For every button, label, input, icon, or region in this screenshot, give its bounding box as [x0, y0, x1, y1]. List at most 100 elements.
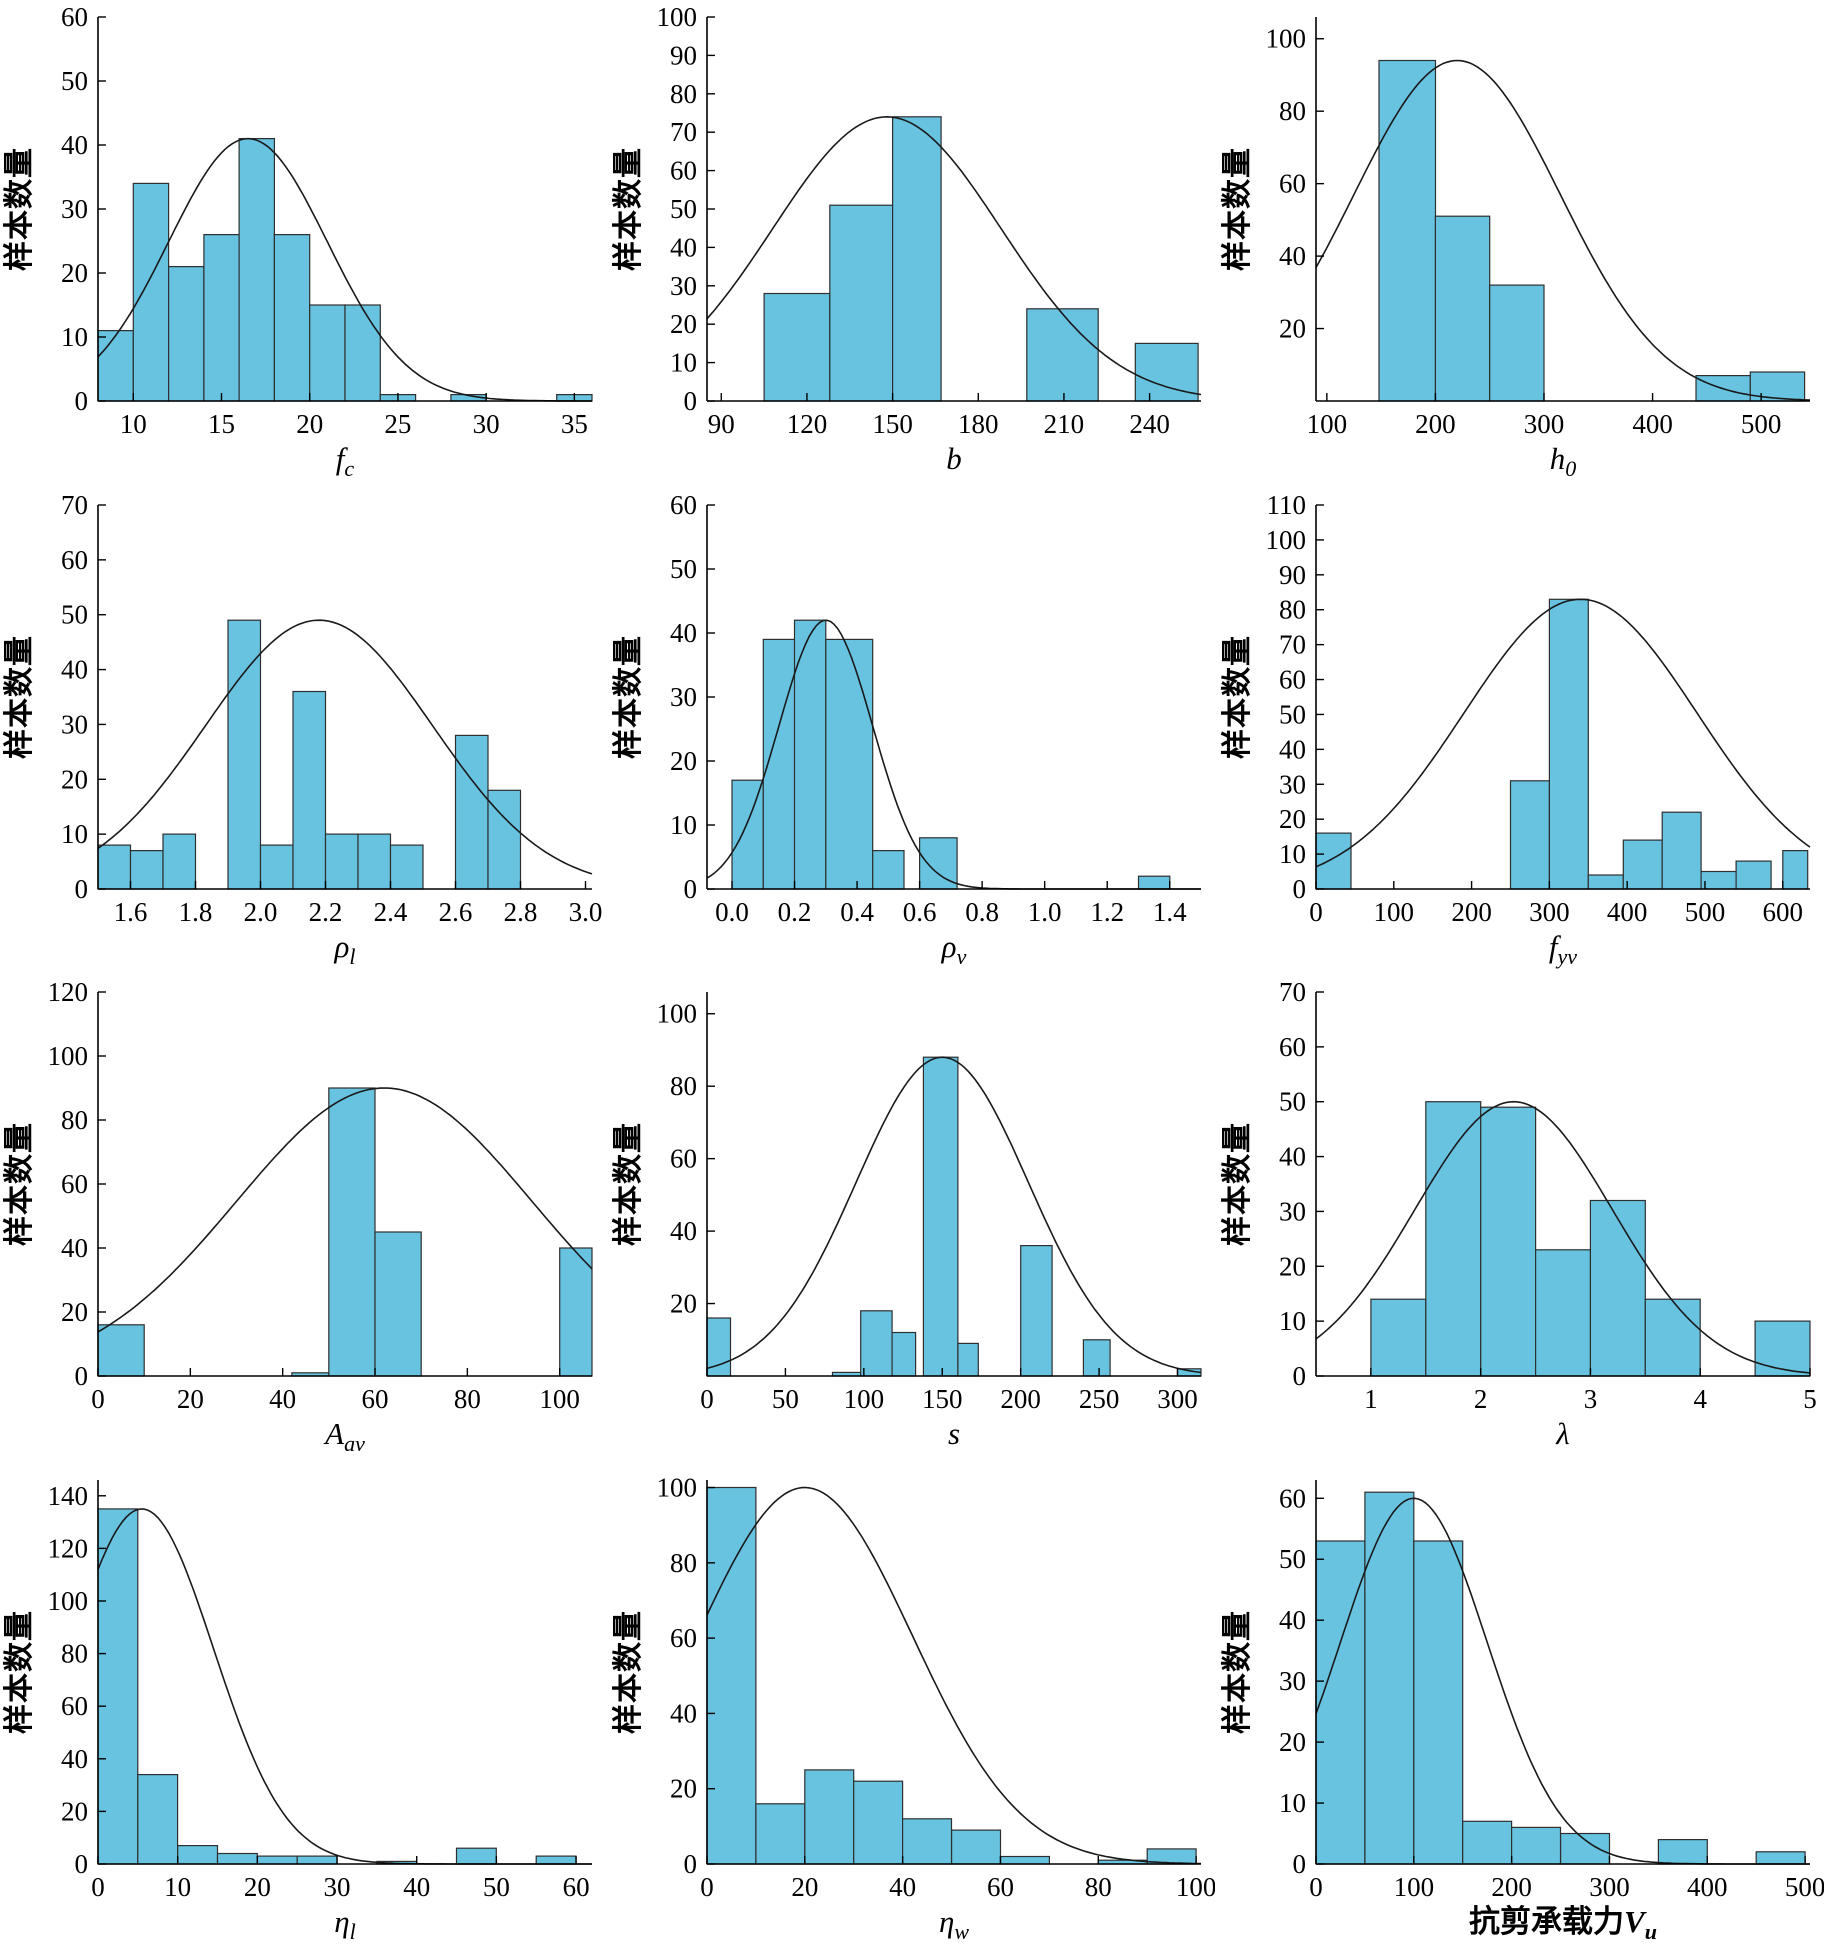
histogram-fyv: 0 100 200 300 400 500 600 0 10 20 30 40 50 60 70 80 90 10… — [1217, 488, 1826, 976]
svg-text:30: 30 — [1279, 1197, 1306, 1227]
svg-text:500: 500 — [1684, 897, 1725, 927]
chart-svg-rho-v: 0.0 0.2 0.4 0.6 0.8 1.0 1.2 1.4 0 10 20 30 40 50 60 样本数… — [612, 491, 1201, 969]
svg-text:120: 120 — [48, 1534, 89, 1564]
svg-text:10: 10 — [1279, 1307, 1306, 1337]
svg-text:60: 60 — [61, 544, 88, 574]
svg-text:500: 500 — [1785, 1872, 1824, 1902]
svg-text:200: 200 — [1415, 409, 1456, 439]
svg-text:400: 400 — [1607, 897, 1648, 927]
svg-text:0: 0 — [92, 1384, 106, 1414]
svg-text:20: 20 — [61, 764, 88, 794]
svg-text:70: 70 — [1279, 629, 1306, 659]
svg-text:80: 80 — [1085, 1872, 1112, 1902]
svg-text:50: 50 — [1279, 1544, 1306, 1574]
svg-text:20: 20 — [670, 746, 697, 776]
y-axis-title: 样本数量 — [612, 1610, 645, 1734]
svg-text:100: 100 — [656, 999, 697, 1029]
svg-text:0: 0 — [75, 1849, 89, 1879]
svg-text:200: 200 — [1451, 897, 1492, 927]
svg-text:1.2: 1.2 — [1090, 897, 1124, 927]
svg-text:60: 60 — [362, 1384, 389, 1414]
svg-text:40: 40 — [1279, 734, 1306, 764]
x-axis-title: b — [946, 441, 962, 476]
svg-text:300: 300 — [1523, 409, 1564, 439]
y-tick-labels: 20 40 60 80 100 — [656, 999, 715, 1319]
chart-svg-eta-l: 0 10 20 30 40 50 60 0 20 40 60 80 100 120 140 样本数量 ηl — [3, 1480, 593, 1944]
svg-text:100: 100 — [656, 3, 697, 32]
chart-svg-h0: 100 200 300 400 500 20 40 60 80 100 样本数量 h0 — [1221, 16, 1810, 481]
x-axis-title: fc — [336, 441, 355, 481]
y-tick-labels: 0 10 20 30 40 50 60 — [670, 491, 715, 904]
x-tick-labels: 100 200 300 400 500 — [1306, 392, 1781, 439]
y-axis-title: 样本数量 — [1221, 1610, 1254, 1734]
y-tick-labels: 0 10 20 30 40 50 60 70 — [61, 491, 107, 904]
svg-text:80: 80 — [670, 1072, 697, 1102]
histogram-bars — [97, 1508, 577, 1865]
svg-text:0: 0 — [75, 874, 89, 904]
svg-text:2: 2 — [1474, 1384, 1488, 1414]
svg-text:140: 140 — [48, 1481, 89, 1511]
svg-text:2.0: 2.0 — [244, 897, 278, 927]
svg-text:30: 30 — [1279, 769, 1306, 799]
svg-text:100: 100 — [48, 1041, 89, 1071]
svg-text:0: 0 — [1292, 1361, 1306, 1391]
y-tick-labels: 0 10 20 30 40 50 60 70 — [1279, 978, 1324, 1391]
x-tick-labels: 0 100 200 300 400 500 — [1309, 1856, 1824, 1902]
svg-text:40: 40 — [1279, 241, 1306, 271]
svg-text:40: 40 — [61, 1744, 88, 1774]
chart-svg-s: 0 50 100 150 200 250 300 20 40 60 80 100 样本数量 s — [612, 992, 1202, 1451]
y-tick-labels: 0 10 20 30 40 50 60 70 80 90 100 — [656, 3, 715, 416]
svg-text:60: 60 — [1279, 1483, 1306, 1513]
normal-fit-curve — [1314, 59, 1810, 401]
histogram-rho-v: 0.0 0.2 0.4 0.6 0.8 1.0 1.2 1.4 0 10 20 30 40 50 60 样本数… — [609, 488, 1218, 976]
y-axis-title: 样本数量 — [3, 635, 36, 759]
svg-text:10: 10 — [670, 810, 697, 840]
svg-text:30: 30 — [61, 194, 88, 224]
svg-text:50: 50 — [61, 66, 88, 96]
svg-text:50: 50 — [483, 1872, 510, 1902]
x-tick-labels: 0 50 100 150 200 250 300 — [700, 1368, 1198, 1414]
x-axis-title: Aav — [323, 1416, 365, 1456]
svg-text:20: 20 — [61, 258, 88, 288]
normal-fit-curve — [97, 1087, 593, 1333]
x-tick-labels: 10 15 20 25 30 35 — [120, 392, 588, 439]
svg-text:1.0: 1.0 — [1028, 897, 1062, 927]
svg-text:2.6: 2.6 — [439, 897, 473, 927]
svg-text:10: 10 — [165, 1872, 192, 1902]
svg-text:20: 20 — [1279, 1252, 1306, 1282]
histogram-bars — [706, 1487, 1197, 1865]
svg-text:30: 30 — [473, 409, 500, 439]
y-axis-title: 样本数量 — [612, 635, 645, 759]
svg-text:60: 60 — [670, 1623, 697, 1653]
svg-text:300: 300 — [1157, 1384, 1198, 1414]
svg-text:100: 100 — [540, 1384, 581, 1414]
svg-text:60: 60 — [987, 1872, 1014, 1902]
svg-text:40: 40 — [1279, 1605, 1306, 1635]
svg-text:20: 20 — [1279, 804, 1306, 834]
x-axis-title: ηl — [335, 1904, 357, 1944]
svg-text:0.8: 0.8 — [965, 897, 999, 927]
svg-text:0: 0 — [683, 874, 697, 904]
axes — [1314, 1480, 1810, 1865]
svg-text:200: 200 — [1491, 1872, 1532, 1902]
svg-text:90: 90 — [670, 40, 697, 70]
chart-svg-eta-w: 0 20 40 60 80 100 0 20 40 60 80 100 样本数量 ηw — [612, 1473, 1215, 1944]
y-axis-title: 样本数量 — [1221, 635, 1254, 759]
svg-text:2.8: 2.8 — [504, 897, 538, 927]
svg-text:100: 100 — [1306, 409, 1347, 439]
x-tick-labels: 1 2 3 4 5 — [1364, 1368, 1816, 1414]
svg-text:80: 80 — [670, 79, 697, 109]
svg-text:25: 25 — [385, 409, 412, 439]
svg-text:10: 10 — [670, 347, 697, 377]
svg-text:0: 0 — [75, 1361, 89, 1391]
svg-text:30: 30 — [670, 682, 697, 712]
svg-text:0: 0 — [1292, 874, 1306, 904]
histogram-bars — [1378, 59, 1805, 402]
svg-text:10: 10 — [1279, 839, 1306, 869]
histogram-bars — [706, 1056, 1202, 1377]
svg-text:150: 150 — [922, 1384, 963, 1414]
svg-text:20: 20 — [177, 1384, 204, 1414]
x-tick-labels: 1.6 1.8 2.0 2.2 2.4 2.6 2.8 3.0 — [114, 880, 603, 927]
